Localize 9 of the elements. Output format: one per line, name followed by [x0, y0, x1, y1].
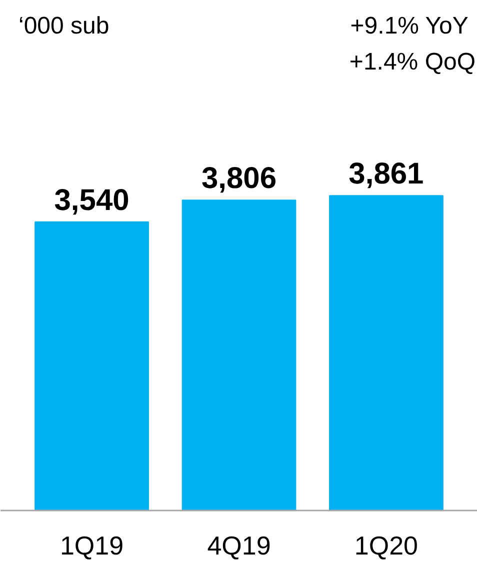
- x-tick-label: 4Q19: [207, 530, 271, 560]
- x-tick-label: 1Q20: [354, 530, 418, 560]
- text: +9.1% YoY: [350, 12, 468, 40]
- data-label: 3,806: [201, 162, 277, 196]
- data-label: 3,861: [348, 158, 424, 191]
- data-label: 3,540: [54, 184, 130, 217]
- text: +1.4% QoQ: [349, 48, 476, 76]
- text: ‘000 sub: [18, 12, 110, 40]
- x-tick-label: 1Q19: [60, 530, 124, 560]
